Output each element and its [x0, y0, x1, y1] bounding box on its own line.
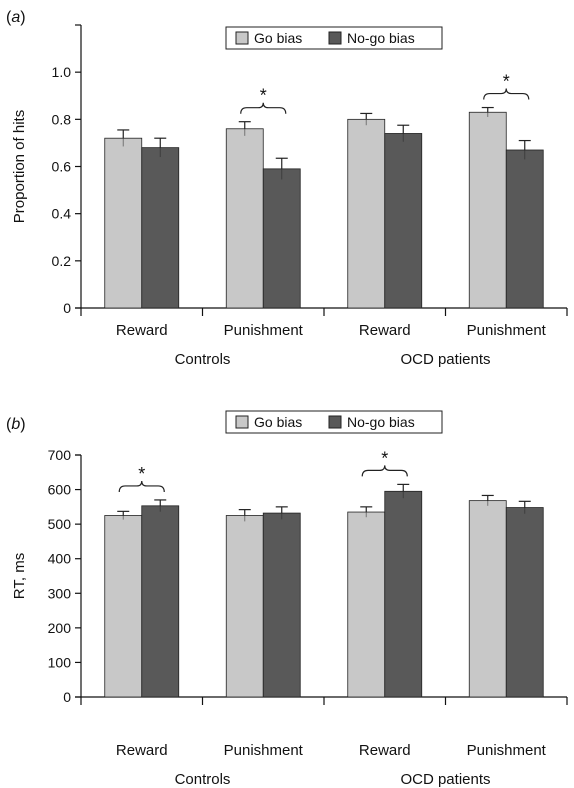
bar-go-bias — [225, 128, 264, 309]
y-tick-label: 300 — [48, 585, 72, 601]
category-label: Reward — [116, 322, 168, 339]
category-label: Punishment — [224, 322, 304, 339]
category-label: Reward — [116, 742, 168, 759]
legend-swatch-go — [235, 31, 249, 45]
y-tick-label: 400 — [48, 551, 72, 567]
panel-letter: a — [11, 9, 20, 26]
legend-swatch-nogo — [328, 415, 342, 429]
y-axis-label: RT, ms — [11, 553, 28, 599]
legend-label-nogo: No-go bias — [347, 30, 415, 46]
bar-nogo-bias — [141, 147, 180, 309]
significance-star: * — [503, 72, 510, 92]
panel-label: (b) — [6, 416, 26, 433]
group-label: OCD patients — [400, 771, 490, 788]
y-tick-label: 0.4 — [52, 206, 72, 222]
y-tick-label: 0.2 — [52, 253, 72, 269]
y-tick-label: 100 — [48, 654, 72, 670]
significance-bracket — [483, 88, 530, 100]
bar-go-bias — [347, 511, 386, 698]
significance-star: * — [381, 448, 388, 468]
significance-bracket — [240, 102, 287, 114]
bar-nogo-bias — [384, 490, 423, 698]
significance-bracket — [118, 480, 165, 492]
y-tick-label: 0.6 — [52, 159, 72, 175]
significance-star: * — [138, 464, 145, 484]
bar-go-bias — [104, 137, 143, 309]
legend-swatch-go — [235, 415, 249, 429]
bar-go-bias — [468, 500, 507, 698]
bar-nogo-bias — [262, 168, 301, 309]
panel-letter: b — [11, 416, 20, 433]
legend-swatch-nogo — [328, 31, 342, 45]
bar-nogo-bias — [262, 512, 301, 698]
bar-nogo-bias — [384, 133, 423, 309]
category-label: Punishment — [224, 742, 304, 759]
y-axis-label: Proportion of hits — [11, 110, 28, 223]
bar-go-bias — [104, 515, 143, 698]
bar-go-bias — [468, 111, 507, 309]
significance-star: * — [260, 86, 267, 106]
y-tick-label: 700 — [48, 447, 72, 463]
bar-go-bias — [347, 118, 386, 309]
y-tick-label: 500 — [48, 516, 72, 532]
bar-nogo-bias — [505, 507, 544, 698]
legend-label-go: Go bias — [254, 30, 302, 46]
group-label: Controls — [175, 351, 231, 368]
category-label: Reward — [359, 322, 411, 339]
y-tick-label: 0.8 — [52, 111, 72, 127]
category-label: Punishment — [467, 322, 547, 339]
bar-go-bias — [225, 515, 264, 698]
legend-label-go: Go bias — [254, 414, 302, 430]
legend-label-nogo: No-go bias — [347, 414, 415, 430]
category-label: Reward — [359, 742, 411, 759]
group-label: Controls — [175, 771, 231, 788]
panel-label: (a) — [6, 9, 26, 26]
y-tick-label: 600 — [48, 482, 72, 498]
significance-bracket — [361, 465, 408, 477]
y-tick-label: 1.0 — [52, 64, 72, 80]
group-label: OCD patients — [400, 351, 490, 368]
y-tick-label: 0 — [63, 689, 71, 705]
category-label: Punishment — [467, 742, 547, 759]
y-tick-label: 200 — [48, 620, 72, 636]
bar-nogo-bias — [505, 149, 544, 309]
y-tick-label: 0 — [63, 300, 71, 316]
bar-nogo-bias — [141, 505, 180, 698]
